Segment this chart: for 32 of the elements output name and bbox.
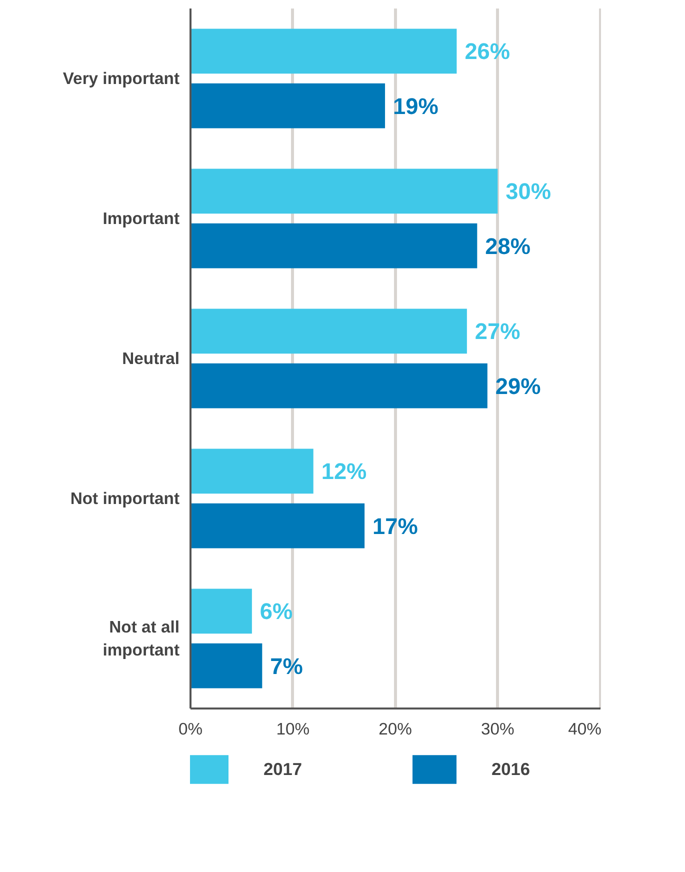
data-label: 28% bbox=[485, 232, 531, 259]
x-tick-label: 10% bbox=[276, 720, 310, 738]
data-label: 19% bbox=[393, 92, 438, 119]
data-label: 17% bbox=[372, 512, 418, 539]
bar bbox=[190, 168, 498, 214]
y-tick-label: Very important bbox=[62, 69, 180, 88]
bar bbox=[190, 643, 262, 688]
data-label: 7% bbox=[270, 652, 303, 679]
bar bbox=[190, 448, 314, 494]
y-tick-label: Not at all important bbox=[102, 618, 180, 660]
bar bbox=[190, 503, 365, 548]
data-label: 29% bbox=[495, 372, 541, 399]
bar bbox=[190, 308, 467, 354]
bar bbox=[190, 83, 386, 128]
x-tick-label: 30% bbox=[480, 720, 514, 738]
y-tick-label: Neutral bbox=[122, 349, 180, 368]
bar bbox=[190, 223, 478, 268]
data-label: 27% bbox=[474, 318, 520, 344]
bar bbox=[190, 28, 457, 74]
data-label: 30% bbox=[506, 178, 551, 204]
data-label: 6% bbox=[260, 598, 293, 624]
data-label: 12% bbox=[321, 458, 367, 484]
x-tick-label: 40% bbox=[568, 720, 602, 738]
x-tick-label: 20% bbox=[378, 720, 412, 738]
bar bbox=[190, 363, 488, 408]
legend-label: 2016 bbox=[492, 758, 532, 780]
data-label: 26% bbox=[464, 38, 510, 64]
y-tick-label: Not important bbox=[70, 489, 180, 508]
bar bbox=[190, 588, 252, 634]
y-tick-label: Important bbox=[102, 209, 180, 228]
x-tick-label: 0% bbox=[178, 720, 203, 738]
legend-label: 2017 bbox=[264, 758, 304, 780]
